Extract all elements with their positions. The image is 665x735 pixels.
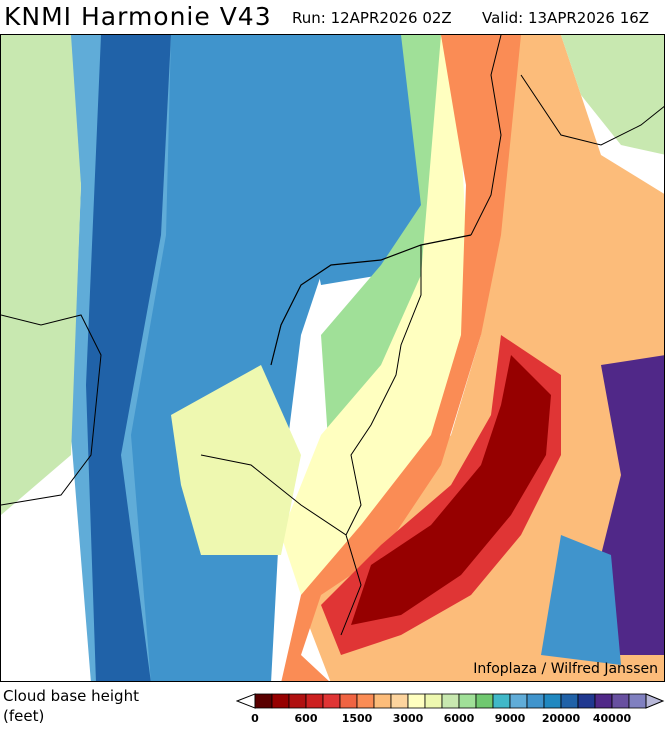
legend-swatch — [543, 693, 562, 709]
variable-name: Cloud base height — [3, 687, 139, 705]
legend-swatch — [305, 693, 324, 709]
legend-swatch — [254, 693, 273, 709]
legend-swatch — [441, 693, 460, 709]
run-time: Run: 12APR2026 02Z — [292, 9, 452, 27]
coast-uk — [1, 314, 102, 506]
valid-time: Valid: 13APR2026 16Z — [482, 9, 650, 27]
legend-swatch — [509, 693, 528, 709]
legend-swatch — [526, 693, 545, 709]
field-darkred — [351, 355, 551, 625]
field-green-ne — [561, 35, 664, 155]
legend-label: 6000 — [443, 712, 475, 725]
legend-label: 0 — [251, 712, 259, 725]
legend-label: 3000 — [392, 712, 424, 725]
legend-label: 40000 — [592, 712, 632, 725]
coast-dk — [520, 74, 664, 146]
legend-label: 600 — [294, 712, 318, 725]
legend-swatch — [628, 693, 647, 709]
legend-under-arrow — [236, 693, 256, 709]
legend-label: 1500 — [341, 712, 373, 725]
credit-text: Infoplaza / Wilfred Janssen — [473, 661, 658, 677]
field-lightgreen-west — [171, 365, 301, 555]
field-green — [321, 35, 446, 485]
legend-swatch — [390, 693, 409, 709]
field-purple-east — [601, 355, 664, 655]
legend-swatch — [288, 693, 307, 709]
legend-swatch — [492, 693, 511, 709]
field-orange — [281, 35, 521, 681]
legend-swatch — [322, 693, 341, 709]
field-blue-north — [301, 35, 441, 285]
legend-swatch — [560, 693, 579, 709]
field-green-west — [1, 35, 81, 515]
legend-swatch — [407, 693, 426, 709]
field-blue-east — [541, 535, 621, 665]
legend-swatch — [594, 693, 613, 709]
legend-swatch — [458, 693, 477, 709]
cloud-base-map: Infoplaza / Wilfred Janssen — [0, 34, 665, 682]
legend-swatch — [611, 693, 630, 709]
color-legend — [236, 693, 665, 709]
legend-swatch — [339, 693, 358, 709]
field-blue-mid — [131, 35, 351, 681]
legend-label: 9000 — [494, 712, 526, 725]
model-title: KNMI Harmonie V43 — [4, 2, 272, 31]
legend-variable: Cloud base height (feet) — [3, 686, 139, 726]
border-nl-de — [345, 245, 422, 536]
coast-de — [470, 35, 502, 236]
legend-swatch — [475, 693, 494, 709]
variable-unit: (feet) — [3, 707, 45, 725]
map-field — [1, 35, 664, 681]
legend-swatch — [356, 693, 375, 709]
legend-label: 20000 — [541, 712, 581, 725]
legend-swatch — [373, 693, 392, 709]
legend-swatch — [424, 693, 443, 709]
legend-swatch — [577, 693, 596, 709]
field-darkblue — [86, 35, 171, 681]
legend-swatch — [271, 693, 290, 709]
border-be — [200, 454, 362, 636]
legend-over-arrow — [645, 693, 665, 709]
